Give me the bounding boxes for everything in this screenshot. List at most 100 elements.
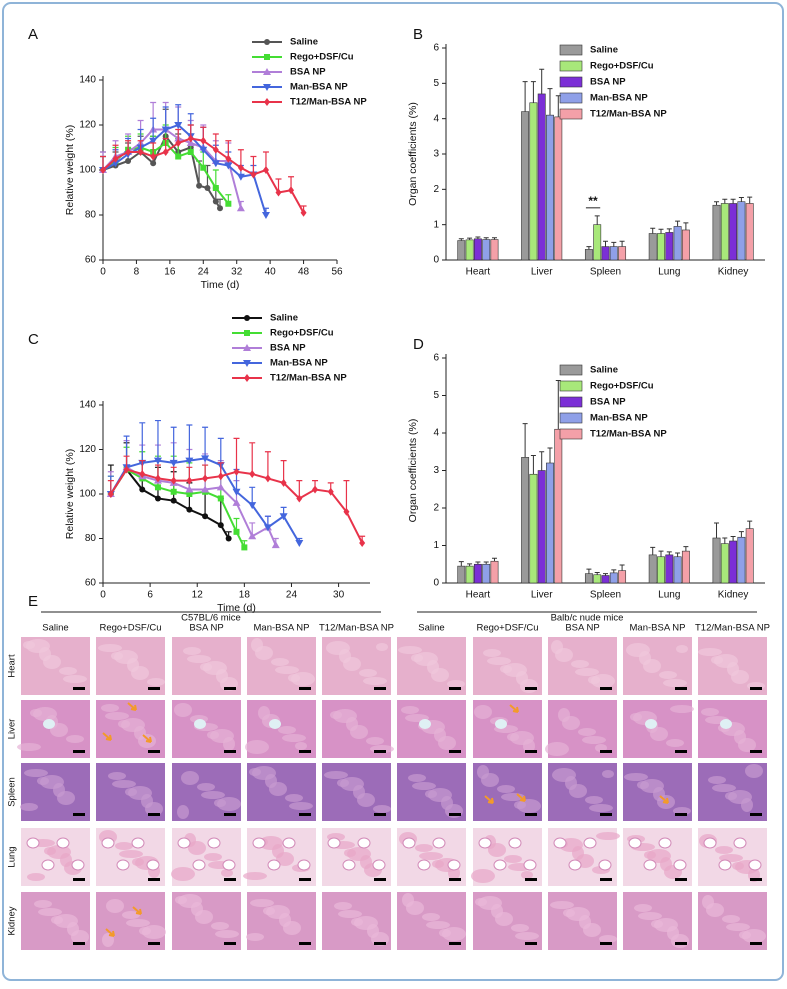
alveolus: [658, 837, 672, 849]
tissue-texture: [582, 736, 606, 744]
tissue-texture: [33, 707, 57, 721]
tissue-texture: [282, 734, 306, 742]
tissue-texture: [98, 644, 122, 652]
point: [185, 457, 194, 465]
tissue-texture: [126, 919, 150, 927]
point: [212, 185, 219, 191]
bar: [554, 428, 563, 584]
error-bar: [475, 561, 481, 565]
alveolus: [598, 859, 612, 871]
arrow: [142, 734, 152, 743]
panel-label: E: [28, 593, 38, 610]
bar: [737, 536, 746, 584]
tissue-texture: [106, 899, 124, 913]
error-bar: [547, 88, 553, 116]
tissue-texture: [171, 867, 195, 881]
legend-label: Man-BSA NP: [290, 82, 348, 93]
x-axis-title: Time (d): [201, 279, 240, 291]
tissue-texture: [217, 797, 241, 811]
point: [186, 506, 193, 513]
tissue-texture: [698, 648, 722, 656]
error-bar: [139, 422, 146, 463]
point: [153, 457, 162, 465]
scale-bar: [525, 750, 537, 753]
tissue-texture: [599, 935, 617, 943]
point: [202, 513, 209, 520]
tissue-texture: [647, 849, 671, 863]
vessel: [495, 719, 507, 729]
histology-image: [471, 828, 542, 886]
tissue-texture: [211, 922, 229, 930]
error-bar: [539, 68, 545, 94]
row-label: Heart: [7, 654, 18, 678]
bar: [529, 102, 538, 261]
error-bar: [555, 95, 561, 117]
scale-bar: [299, 750, 311, 753]
tissue-texture: [504, 855, 522, 863]
bar: [681, 550, 690, 584]
x-tick-label: Lung: [658, 267, 680, 278]
y-tick-label: 2: [433, 503, 439, 514]
tissue-texture: [471, 869, 495, 883]
tissue-texture: [722, 915, 740, 923]
scale-bar: [148, 878, 160, 881]
alveolus: [553, 837, 567, 849]
tissue-texture: [545, 742, 569, 756]
tissue-texture: [204, 853, 222, 861]
error-bar: [217, 437, 224, 466]
histology-image: [623, 892, 692, 950]
tissue-texture: [571, 660, 589, 668]
point: [139, 469, 146, 478]
y-tick-label: 80: [85, 533, 97, 544]
bar: [648, 554, 657, 584]
scale-bar: [148, 942, 160, 945]
histology-image: [96, 700, 165, 758]
scale-bar: [374, 878, 386, 881]
x-tick-label: Heart: [466, 590, 491, 601]
histology-image: [623, 637, 692, 695]
bar: [584, 573, 593, 584]
y-tick-label: 80: [85, 210, 97, 221]
tissue-texture: [128, 786, 152, 800]
x-tick-label: 12: [192, 590, 204, 601]
tissue-texture: [147, 678, 165, 686]
histology-image: [397, 637, 466, 695]
scale-bar: [750, 942, 762, 945]
error-bar: [603, 573, 608, 576]
point: [327, 487, 334, 496]
legend-label: Saline: [270, 313, 298, 324]
point: [175, 153, 182, 160]
tissue-texture: [589, 804, 613, 812]
legend-marker: [243, 344, 251, 351]
bar: [673, 226, 682, 261]
bar: [457, 565, 466, 584]
tissue-texture: [101, 704, 119, 712]
scale-bar: [224, 687, 236, 690]
alveolus: [177, 837, 191, 849]
tissue-texture: [715, 846, 733, 854]
point: [236, 204, 245, 212]
error-bar: [233, 437, 240, 472]
tissue-texture: [515, 932, 539, 940]
bar: [665, 554, 674, 584]
bar: [712, 204, 721, 261]
point: [279, 513, 288, 521]
bar: [745, 528, 754, 584]
tissue-texture: [550, 901, 574, 909]
legend-swatch: [559, 380, 583, 392]
tissue-texture: [178, 894, 202, 908]
y-tick-label: 140: [79, 75, 96, 86]
histology-image: [322, 637, 391, 695]
legend-swatch: [559, 428, 583, 440]
x-tick-label: 48: [298, 267, 310, 278]
alveolus: [146, 859, 160, 871]
point: [216, 483, 225, 491]
x-axis-title: Time (d): [217, 602, 256, 614]
scale-bar: [374, 750, 386, 753]
histology-image: [397, 828, 466, 886]
bar: [729, 540, 738, 584]
tissue-texture: [575, 668, 599, 676]
tissue-texture: [271, 658, 289, 666]
bar: [681, 229, 690, 261]
row-label: Spleen: [7, 777, 18, 807]
